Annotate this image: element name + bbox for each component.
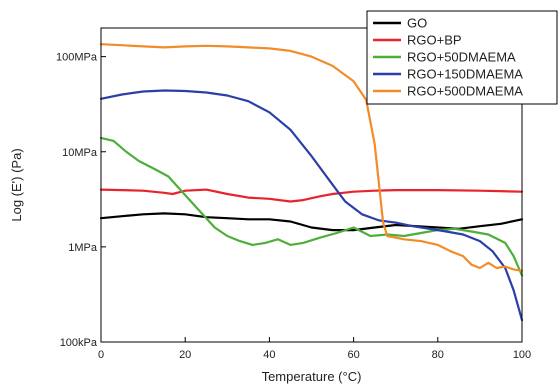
y-tick-label-1: 1MPa: [68, 242, 98, 254]
series-line-0: [99, 212, 524, 232]
x-tick-label-3: 60: [347, 349, 359, 361]
legend-label-1: RGO+BP: [407, 33, 462, 48]
series-layer: [99, 43, 524, 322]
series-line-1: [99, 188, 524, 203]
x-axis-ticks: 0 20 40 60 80 100: [98, 337, 531, 361]
x-tick-label-2: 40: [263, 349, 275, 361]
x-tick-label-1: 20: [179, 349, 191, 361]
y-axis-label: Log (E') (Pa): [9, 148, 24, 221]
y-tick-label-2: 10MPa: [62, 147, 98, 159]
y-tick-label-3: 100MPa: [56, 52, 98, 64]
x-axis-label: Temperature (°C): [262, 369, 362, 384]
legend-label-0: GO: [407, 16, 427, 31]
legend: GO RGO+BP RGO+50DMAEMA RGO+150DMAEMA RGO+500…: [366, 10, 558, 105]
series-line-4: [99, 43, 524, 272]
x-tick-label-4: 80: [432, 349, 444, 361]
x-tick-label-5: 100: [513, 349, 531, 361]
x-tick-label-0: 0: [98, 349, 104, 361]
legend-label-2: RGO+50DMAEMA: [407, 50, 516, 65]
legend-label-4: RGO+500DMAEMA: [407, 84, 523, 99]
series-line-3: [99, 89, 524, 322]
series-line-2: [99, 136, 524, 277]
y-tick-label-0: 100kPa: [60, 337, 98, 349]
y-axis-ticks: 100kPa 1MPa 10MPa 100MPa: [56, 52, 106, 349]
legend-label-3: RGO+150DMAEMA: [407, 67, 523, 82]
plot-frame: [100, 27, 523, 343]
